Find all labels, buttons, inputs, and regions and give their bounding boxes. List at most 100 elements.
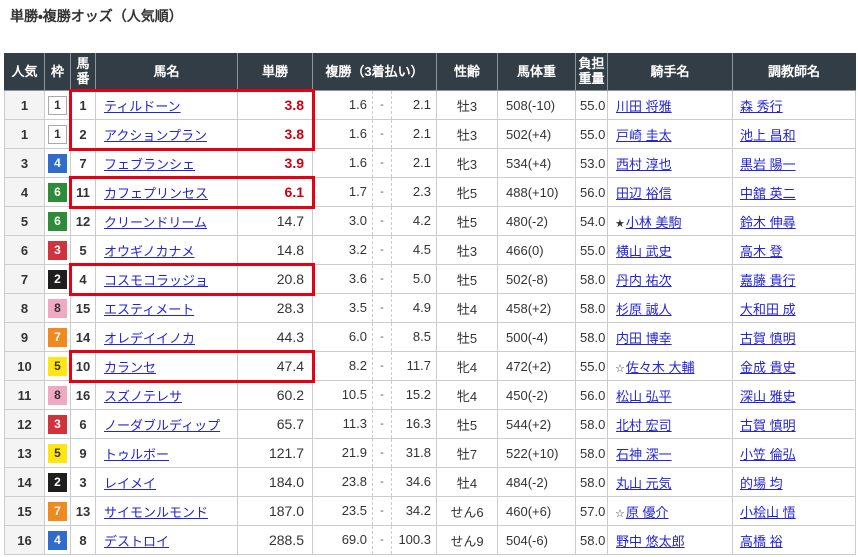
popularity-rank: 10 bbox=[4, 351, 45, 381]
place-odds-high: 15.2 bbox=[405, 387, 431, 402]
apprentice-star: ☆ bbox=[615, 507, 625, 520]
horse-name-link[interactable]: オレデイイノカ bbox=[104, 330, 196, 346]
jockey-cell: 野中 悠太郎 bbox=[607, 525, 733, 555]
horse-number: 4 bbox=[70, 264, 96, 294]
jockey-link[interactable]: 丹内 祐次 bbox=[616, 272, 672, 288]
place-odds-cell: 69.0 - 100.3 bbox=[312, 525, 437, 555]
place-odds-low: 6.0 bbox=[348, 329, 367, 344]
popularity-rank: 1 bbox=[4, 119, 45, 149]
trainer-link[interactable]: 池上 昌和 bbox=[740, 127, 796, 143]
frame-badge: 2 bbox=[48, 269, 67, 289]
horse-name-link[interactable]: エスティメート bbox=[104, 301, 195, 317]
frame-cell: 7 bbox=[44, 322, 71, 352]
jockey-link[interactable]: 横山 武史 bbox=[616, 243, 672, 259]
trainer-link[interactable]: 古賀 慎明 bbox=[740, 417, 796, 433]
frame-cell: 4 bbox=[44, 525, 71, 555]
trainer-cell: 小桧山 悟 bbox=[732, 496, 856, 526]
horse-name-link[interactable]: ノーダブルディップ bbox=[104, 417, 221, 433]
horse-name-link[interactable]: カランセ bbox=[104, 359, 157, 375]
horse-name-link[interactable]: トゥルボー bbox=[104, 446, 170, 462]
frame-badge: 6 bbox=[48, 211, 67, 231]
jockey-link[interactable]: 野中 悠太郎 bbox=[616, 533, 685, 549]
horse-name-link[interactable]: サイモンルモンド bbox=[104, 504, 209, 520]
table-row: 5 6 12 クリーンドリーム 14.7 3.0 - 4.2 牡5 480(-2… bbox=[4, 206, 856, 236]
horse-name-link[interactable]: スズノテレサ bbox=[104, 388, 183, 404]
jockey-link[interactable]: 川田 将雅 bbox=[616, 98, 672, 114]
frame-badge: 8 bbox=[48, 385, 67, 405]
horse-name-link[interactable]: アクションプラン bbox=[104, 127, 207, 143]
trainer-link[interactable]: 鈴木 伸尋 bbox=[740, 214, 796, 230]
trainer-link[interactable]: 小笠 倫弘 bbox=[740, 446, 796, 462]
jockey-link[interactable]: 北村 宏司 bbox=[616, 417, 672, 433]
place-odds-high: 2.1 bbox=[412, 155, 431, 170]
horse-name-link[interactable]: カフェプリンセス bbox=[104, 185, 209, 201]
horse-number: 11 bbox=[70, 177, 96, 207]
horse-weight: 502(-8) bbox=[497, 264, 576, 294]
sex-age: 牡4 bbox=[436, 467, 498, 497]
jockey-link[interactable]: 松山 弘平 bbox=[616, 388, 672, 404]
horse-weight: 480(-2) bbox=[497, 206, 576, 236]
jockey-cell: 横山 武史 bbox=[607, 235, 733, 265]
horse-name-cell: レイメイ bbox=[95, 467, 238, 497]
place-odds-high: 100.3 bbox=[398, 532, 431, 547]
jockey-link[interactable]: 内田 博幸 bbox=[616, 330, 672, 346]
jockey-link[interactable]: 丸山 元気 bbox=[616, 475, 672, 491]
win-odds: 6.1 bbox=[237, 177, 313, 207]
horse-name-link[interactable]: フェブランシェ bbox=[104, 156, 196, 172]
sex-age: 牡7 bbox=[436, 438, 498, 468]
place-odds-separator: - bbox=[372, 236, 392, 264]
jockey-link[interactable]: 杉原 誠人 bbox=[616, 301, 672, 317]
table-row: 7 2 4 コスモコラッジョ 20.8 3.6 - 5.0 牡5 502(-8)… bbox=[4, 264, 856, 294]
place-odds-separator: - bbox=[372, 468, 392, 496]
header-name: 馬名 bbox=[95, 53, 238, 91]
trainer-link[interactable]: 小桧山 悟 bbox=[740, 504, 796, 520]
horse-name-link[interactable]: ティルドーン bbox=[104, 98, 181, 114]
trainer-link[interactable]: 的場 均 bbox=[740, 475, 783, 491]
horse-number: 7 bbox=[70, 148, 96, 178]
place-odds-separator: - bbox=[372, 265, 392, 293]
load-weight: 55.0 bbox=[575, 90, 608, 120]
sex-age: 牝4 bbox=[436, 351, 498, 381]
popularity-rank: 12 bbox=[4, 409, 45, 439]
trainer-link[interactable]: 高木 登 bbox=[740, 243, 783, 259]
place-odds-high: 8.5 bbox=[412, 329, 431, 344]
place-odds-high: 5.0 bbox=[412, 271, 431, 286]
trainer-link[interactable]: 金成 貴史 bbox=[740, 359, 796, 375]
trainer-link[interactable]: 深山 雅史 bbox=[740, 388, 796, 404]
place-odds-cell: 21.9 - 31.8 bbox=[312, 438, 437, 468]
place-odds-low: 1.7 bbox=[348, 184, 367, 199]
horse-number: 9 bbox=[70, 438, 96, 468]
frame-cell: 2 bbox=[44, 264, 71, 294]
jockey-link[interactable]: 佐々木 大輔 bbox=[625, 359, 695, 375]
horse-name-link[interactable]: クリーンドリーム bbox=[104, 214, 207, 230]
trainer-link[interactable]: 嘉藤 貴行 bbox=[740, 272, 796, 288]
frame-badge: 4 bbox=[48, 530, 67, 550]
jockey-link[interactable]: 小林 美駒 bbox=[625, 214, 682, 230]
trainer-link[interactable]: 大和田 成 bbox=[740, 301, 796, 317]
horse-weight: 484(-2) bbox=[497, 467, 576, 497]
horse-name-link[interactable]: コスモコラッジョ bbox=[104, 272, 209, 288]
trainer-link[interactable]: 古賀 慎明 bbox=[740, 330, 796, 346]
trainer-cell: 高橋 裕 bbox=[732, 525, 856, 555]
jockey-link[interactable]: 原 優介 bbox=[625, 504, 669, 520]
place-odds-high: 34.6 bbox=[405, 474, 431, 489]
jockey-cell: ☆原 優介 bbox=[607, 496, 733, 526]
trainer-link[interactable]: 中舘 英二 bbox=[740, 185, 796, 201]
trainer-cell: 池上 昌和 bbox=[732, 119, 856, 149]
trainer-link[interactable]: 森 秀行 bbox=[740, 98, 783, 114]
trainer-link[interactable]: 黒岩 陽一 bbox=[740, 156, 796, 172]
horse-name-link[interactable]: デストロイ bbox=[104, 533, 170, 549]
horse-name-cell: カランセ bbox=[95, 351, 238, 381]
horse-name-link[interactable]: オウギノカナメ bbox=[104, 243, 195, 259]
trainer-link[interactable]: 高橋 裕 bbox=[740, 533, 783, 549]
header-sex-age: 性齢 bbox=[436, 53, 498, 91]
jockey-link[interactable]: 戸崎 圭太 bbox=[616, 127, 672, 143]
popularity-rank: 13 bbox=[4, 438, 45, 468]
horse-name-link[interactable]: レイメイ bbox=[104, 475, 157, 491]
jockey-link[interactable]: 石神 深一 bbox=[616, 446, 672, 462]
jockey-link[interactable]: 田辺 裕信 bbox=[616, 185, 672, 201]
popularity-rank: 16 bbox=[4, 525, 45, 555]
table-row: 12 3 6 ノーダブルディップ 65.7 11.3 - 16.3 牡5 544… bbox=[4, 409, 856, 439]
trainer-cell: 鈴木 伸尋 bbox=[732, 206, 856, 236]
jockey-link[interactable]: 西村 淳也 bbox=[616, 156, 672, 172]
